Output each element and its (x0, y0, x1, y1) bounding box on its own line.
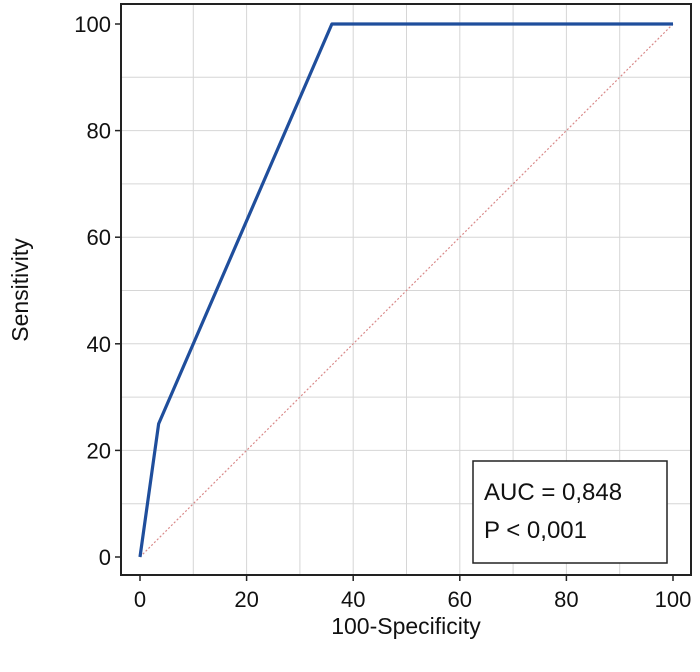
x-tick-label: 80 (554, 587, 578, 612)
x-tick-label: 60 (448, 587, 472, 612)
x-tick-label: 0 (134, 587, 146, 612)
x-tick-label: 100 (655, 587, 692, 612)
auc-value: AUC = 0,848 (484, 479, 622, 506)
p-value: P < 0,001 (484, 517, 587, 544)
plot-frame (120, 3, 692, 576)
y-tick-label: 0 (99, 545, 111, 570)
x-tick-label: 40 (341, 587, 365, 612)
series-line (138, 22, 673, 558)
y-axis-ticks: 0 20 40 60 80 100 (74, 12, 121, 570)
y-tick-label: 20 (87, 438, 111, 463)
y-tick-label: 40 (87, 332, 111, 357)
x-axis-ticks: 0 20 40 60 80 100 (134, 575, 691, 612)
x-tick-label: 20 (234, 587, 258, 612)
y-axis-label: Sensitivity (7, 238, 33, 342)
reference-diagonal (139, 23, 674, 558)
y-tick-label: 60 (87, 225, 111, 250)
auc-annotation-box: AUC = 0,848 P < 0,001 (472, 460, 668, 564)
roc-curve (138, 22, 673, 558)
y-tick-label: 80 (87, 119, 111, 144)
annotation-frame (472, 460, 668, 564)
x-axis-label: 100-Specificity (331, 613, 481, 639)
reference-line (139, 23, 674, 558)
y-tick-label: 100 (74, 12, 111, 37)
